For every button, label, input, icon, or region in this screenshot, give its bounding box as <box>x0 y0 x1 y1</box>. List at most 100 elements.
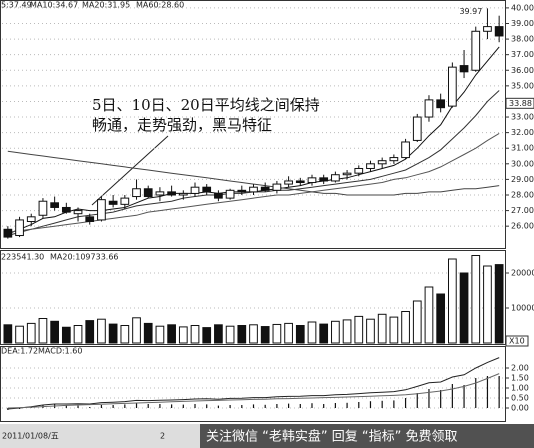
dif-line <box>7 357 500 410</box>
volume-bar <box>424 286 434 344</box>
candle-body <box>26 216 36 222</box>
candle-body <box>120 197 130 205</box>
candle-body <box>483 26 492 32</box>
volume-bar <box>354 315 364 344</box>
volume-bar <box>260 326 270 344</box>
candle-body <box>494 26 504 37</box>
header-text: MA20:109733.66 <box>50 253 119 262</box>
candle-body <box>249 186 258 193</box>
price-panel <box>0 0 506 249</box>
candle-body <box>377 160 387 165</box>
header-text: DEA:1.72 <box>1 347 38 356</box>
candle-body <box>436 99 446 109</box>
candle-body <box>448 66 457 107</box>
volume-bar <box>167 324 176 344</box>
y-tick-label: 27.00 <box>511 206 534 215</box>
y-tick-label: 33.00 <box>511 113 534 122</box>
candle-body <box>342 172 352 176</box>
volume-bar <box>143 322 153 344</box>
candle-body <box>38 200 48 216</box>
volume-bar <box>494 264 504 344</box>
candle-body <box>424 99 434 118</box>
y-tick-label: 28.00 <box>511 190 534 199</box>
candle-body <box>61 206 71 213</box>
candle-body <box>412 116 422 141</box>
volume-bar <box>307 321 317 344</box>
volume-bar <box>483 265 492 344</box>
annotation-leader <box>91 135 169 206</box>
volume-bar <box>61 326 71 344</box>
candle-body <box>366 163 375 169</box>
candle-body <box>237 189 247 193</box>
candle-body <box>307 177 317 184</box>
y-tick-label: 20000 <box>511 269 534 278</box>
volume-bar <box>97 318 106 344</box>
candle-body <box>73 210 83 215</box>
y-tick-label: 31.00 <box>511 144 534 153</box>
header-text: MA10:34.67 <box>30 1 78 10</box>
volume-bar <box>412 300 422 344</box>
candle-body <box>459 65 469 73</box>
volume-panel <box>0 250 506 345</box>
volume-bar <box>178 326 188 344</box>
candle-body <box>214 192 223 199</box>
volume-bar <box>73 325 83 344</box>
volume-bar <box>50 320 59 344</box>
candle-body <box>284 180 293 185</box>
header-text: MA20:31.95 <box>82 1 130 10</box>
candle-body <box>132 188 141 198</box>
volume-bar <box>202 327 212 344</box>
volume-bar <box>272 323 282 344</box>
unit-box <box>505 335 529 347</box>
annotation: 5日、10日、20日平均线之间保持 <box>92 96 320 114</box>
dea-line <box>7 373 500 409</box>
volume-bar <box>155 325 165 344</box>
volume-bar <box>342 319 352 344</box>
volume-bar <box>436 293 446 344</box>
candle-body <box>389 157 399 162</box>
volume-bar <box>295 325 305 344</box>
candle-body <box>50 202 59 208</box>
candle-body <box>178 192 188 196</box>
volume-bar <box>15 325 24 344</box>
candle-body <box>471 30 481 71</box>
watermark-box <box>200 424 534 448</box>
volume-bar <box>120 325 130 344</box>
volume-bar <box>448 258 457 344</box>
y-tick-label: 37.00 <box>511 50 534 59</box>
candle-body <box>295 180 305 184</box>
candle-body <box>155 191 165 196</box>
last-price-box <box>505 97 534 109</box>
volume-bar <box>190 325 200 344</box>
candle-body <box>190 186 200 194</box>
candle-body <box>143 188 153 198</box>
volume-bar <box>377 313 387 344</box>
volume-bar <box>26 322 36 344</box>
last-price-label: 33.88 <box>509 99 532 108</box>
y-tick-label: 35.00 <box>511 81 534 90</box>
volume-bar <box>319 323 329 344</box>
y-tick-label: 39.00 <box>511 19 534 28</box>
y-tick-label: 0.50 <box>511 394 529 403</box>
candle-body <box>108 200 118 205</box>
volume-bar <box>108 323 118 344</box>
candle-body <box>272 183 282 191</box>
y-tick-label: 38.00 <box>511 35 534 44</box>
y-tick-label: 26.00 <box>511 222 534 231</box>
high-label: 39.97 <box>459 7 482 16</box>
volume-bar <box>225 325 235 344</box>
volume-bar <box>38 318 48 344</box>
volume-bar <box>459 272 469 344</box>
unit-label: X10 <box>509 337 525 346</box>
candle-body <box>354 167 364 174</box>
header-text: MACD:1.60 <box>38 347 83 356</box>
volume-bar <box>132 317 141 344</box>
volume-bar <box>237 325 247 344</box>
candle-body <box>225 189 235 199</box>
y-tick-label: 32.00 <box>511 128 534 137</box>
date-label: 2 <box>160 432 165 441</box>
candle-body <box>85 216 95 222</box>
volume-bar <box>3 324 13 344</box>
volume-bar <box>471 255 481 344</box>
